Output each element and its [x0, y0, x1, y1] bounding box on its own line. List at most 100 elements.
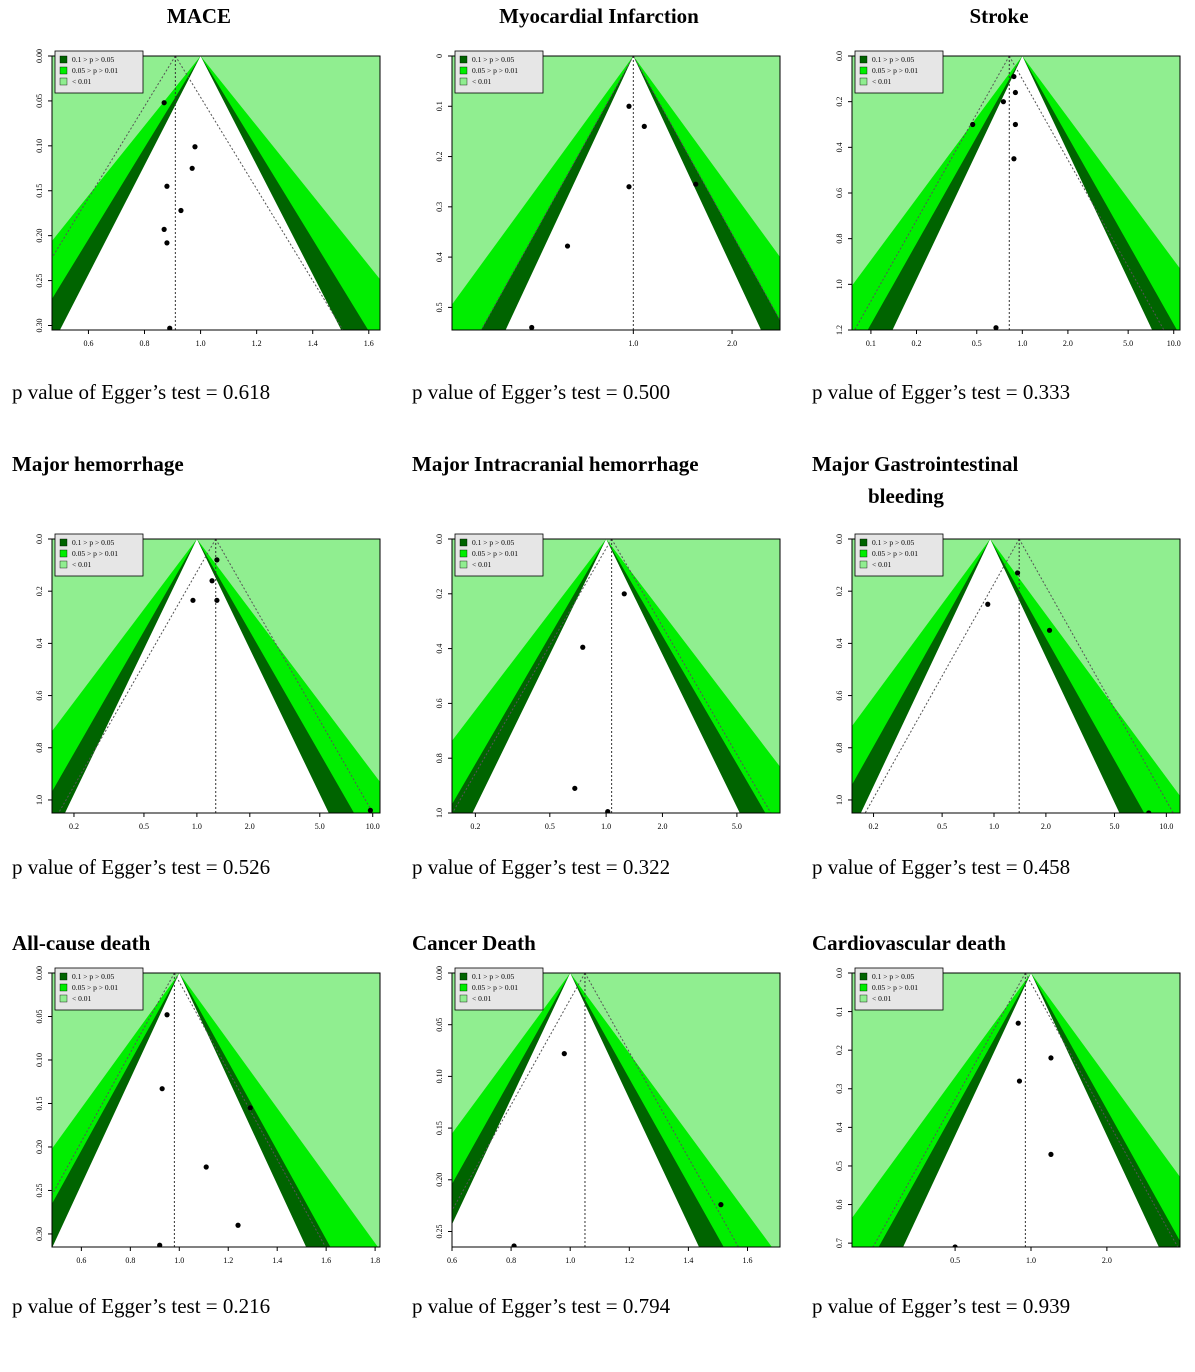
funnel-plot: 0.2 0.5 1.0 2.0 5.0 10.0 0.0 0.2 0.4 0.6 0.8 1.0 0.1… [35, 533, 381, 831]
legend-box [54, 533, 144, 577]
legend-swatch [459, 560, 468, 569]
y-tick-label: 0.10 [35, 139, 44, 153]
egger-test-label: p value of Egger’s test = 0.458 [812, 855, 1070, 880]
panel-title-line: Stroke [969, 4, 1029, 28]
study-point [572, 785, 578, 791]
panel-title: Cardiovascular death [812, 927, 1006, 959]
legend-label: 0.1 > p > 0.05 [72, 538, 114, 547]
y-tick-label: 0.8 [835, 743, 844, 753]
funnel-limit-left [452, 539, 613, 813]
legend-label: 0.05 > p > 0.01 [872, 66, 918, 75]
y-tick-label: 0 [435, 54, 444, 58]
legend: 0.1 > p > 0.05 0.05 > p > 0.01 < 0.01 [854, 50, 944, 94]
egger-prefix: p value of Egger’s test = [812, 855, 1023, 879]
x-tick-label: 1.8 [370, 1256, 380, 1265]
study-point [1016, 1078, 1023, 1084]
funnel-plot: 0.6 0.8 1.0 1.2 1.4 1.6 1.8 0.00 0.05 0.10 0.15 0.2… [35, 966, 381, 1265]
study-point [985, 601, 991, 607]
legend-box [454, 50, 544, 94]
funnel-panel: MACE 0.6 0.8 1.0 1.2 1.4 1.6 0.00 0.05 0.10 0.15 0.… [0, 0, 398, 445]
funnel-limit-right [1008, 56, 1165, 330]
x-tick-label: 2.0 [1102, 1256, 1112, 1265]
panel-title-line: Major hemorrhage [12, 452, 184, 476]
egger-p-value: 0.618 [222, 380, 271, 404]
panel-title-line: Myocardial Infarction [499, 4, 699, 28]
x-tick-label: 1.2 [624, 1256, 634, 1265]
y-tick-label: 0.0 [435, 534, 444, 544]
funnel-limit-left [452, 973, 586, 1212]
egger-test-label: p value of Egger’s test = 0.794 [412, 1294, 670, 1319]
x-tick-label: 1.6 [321, 1256, 331, 1265]
x-tick-label: 2.0 [1041, 822, 1051, 831]
funnel-limit-right [632, 56, 780, 322]
plot-border [851, 538, 1181, 814]
funnel-limit-left [854, 56, 1010, 330]
region-nonsig [472, 539, 740, 813]
y-tick-label: 0.4 [35, 638, 44, 648]
y-tick-label: 0.6 [835, 1200, 844, 1210]
x-tick-label: 2.0 [245, 822, 255, 831]
x-tick-label: 1.4 [683, 1256, 693, 1265]
y-tick-label: 0.2 [435, 152, 444, 162]
study-point [164, 183, 170, 189]
y-tick-label: 0.20 [435, 1173, 444, 1187]
y-tick-label: 0.25 [435, 1224, 444, 1238]
funnel-plot: 0.2 0.5 1.0 2.0 5.0 10.0 0.0 0.2 0.4 0.6 0.8 1.0 0.1… [835, 533, 1181, 831]
y-tick-label: 1.0 [835, 279, 844, 289]
y-tick-label: 0.7 [835, 1238, 844, 1248]
y-tick-label: 0.30 [35, 319, 44, 333]
y-tick-label: 0.00 [35, 966, 44, 980]
legend-swatch [859, 994, 868, 1003]
panel-title-line: All-cause death [12, 931, 151, 955]
y-tick-label: 0.15 [35, 1096, 44, 1110]
x-tick-label: 1.0 [1026, 1256, 1036, 1265]
plot-border [851, 972, 1181, 1248]
study-point [693, 181, 699, 187]
egger-prefix: p value of Egger’s test = [12, 1294, 223, 1318]
study-point [367, 807, 373, 813]
legend-label: < 0.01 [72, 994, 91, 1003]
legend: 0.1 > p > 0.05 0.05 > p > 0.01 < 0.01 [854, 967, 944, 1011]
y-tick-label: 0.0 [835, 968, 844, 978]
legend-swatch [59, 77, 68, 86]
y-tick-label: 0.4 [835, 1122, 844, 1132]
legend-label: 0.1 > p > 0.05 [72, 55, 114, 64]
egger-test-label: p value of Egger’s test = 0.939 [812, 1294, 1070, 1319]
egger-p-value: 0.322 [622, 855, 671, 879]
y-tick-label: 0.0 [35, 534, 44, 544]
y-tick-label: 1.0 [435, 808, 444, 818]
y-tick-label: 0.4 [835, 142, 844, 152]
x-tick-label: 5.0 [732, 822, 742, 831]
x-tick-label: 0.2 [869, 822, 879, 831]
study-point [952, 1244, 958, 1247]
study-point [1046, 627, 1053, 633]
y-tick-label: 1.0 [35, 795, 44, 805]
x-tick-label: 1.0 [601, 822, 611, 831]
panel-title-line: Cancer Death [412, 931, 536, 955]
region-nonsig [892, 56, 1153, 330]
study-point [1000, 99, 1007, 105]
panel-title: Stroke [800, 0, 1195, 32]
x-tick-label: 2.0 [727, 339, 737, 348]
y-tick-label: 0.2 [835, 586, 844, 596]
egger-p-value: 0.794 [622, 1294, 671, 1318]
y-tick-label: 0.6 [835, 691, 844, 701]
funnel-plot: 0.6 0.8 1.0 1.2 1.4 1.6 0.00 0.05 0.10 0.15 0.20 0.… [435, 966, 781, 1265]
study-point [1014, 570, 1021, 576]
x-tick-label: 1.2 [223, 1256, 233, 1265]
x-tick-label: 1.0 [196, 339, 206, 348]
funnel-limit-left [52, 56, 176, 259]
funnel-panel: Major Intracranial hemorrhage 0.2 0.5 1.0 2.… [400, 452, 798, 898]
legend-swatch [459, 983, 468, 992]
y-tick-label: 0.2 [435, 589, 444, 599]
x-tick-label: 0.5 [937, 822, 947, 831]
funnel-panel: All-cause death 0.6 0.8 1.0 1.2 1.4 1.6 1.8 0.00… [0, 927, 398, 1372]
plot-border [451, 55, 781, 331]
x-tick-label: 10.0 [366, 822, 380, 831]
funnel-plot: 0.2 0.5 1.0 2.0 5.0 0.0 0.2 0.4 0.6 0.8 1.0 0.1 > p… [435, 533, 781, 831]
study-point [626, 184, 632, 190]
x-tick-label: 1.4 [272, 1256, 282, 1265]
legend: 0.1 > p > 0.05 0.05 > p > 0.01 < 0.01 [454, 967, 544, 1011]
legend-swatch [59, 66, 68, 75]
study-point [192, 144, 198, 150]
